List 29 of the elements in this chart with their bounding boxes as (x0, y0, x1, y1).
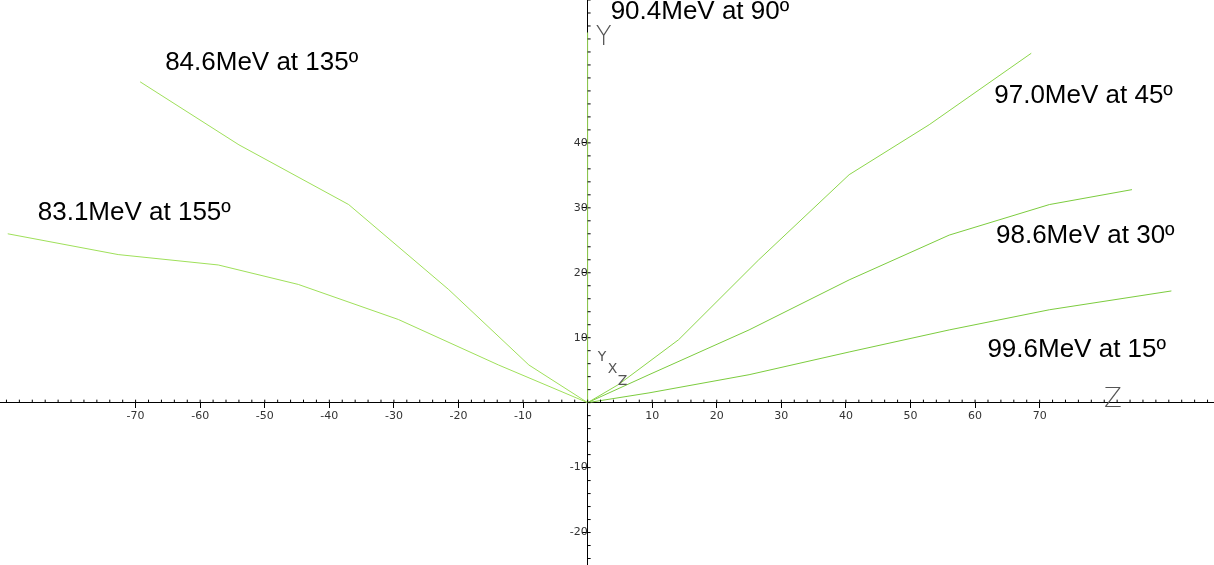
x-tick-label: -10 (514, 409, 533, 423)
y-tick-label: 40 (573, 135, 588, 149)
x-tick-label: 40 (838, 409, 853, 423)
x-tick-label: -70 (126, 409, 145, 423)
x-tick-label: -50 (255, 409, 274, 423)
series-label: 99.6MeV at 15º (987, 332, 1167, 363)
y-tick-label: -10 (569, 460, 588, 474)
x-tick-label: 60 (968, 409, 983, 423)
y-tick-label: 10 (573, 330, 588, 344)
annotation: X (607, 360, 618, 377)
annotation: Y (596, 348, 607, 365)
series-label: 98.6MeV at 30º (995, 218, 1176, 249)
series-label: 90.4MeV at 90º (610, 0, 790, 26)
y-tick-label: 30 (573, 200, 588, 214)
x-tick-label: -20 (449, 409, 468, 423)
x-tick-label: -60 (191, 409, 210, 423)
x-tick-label: 50 (903, 409, 918, 423)
x-tick-label: 70 (1032, 409, 1047, 423)
series-label: 97.0MeV at 45º (994, 79, 1174, 110)
x-tick-label: 10 (645, 409, 660, 423)
x-tick-label: -30 (384, 409, 403, 423)
y-tick-label: -20 (569, 525, 588, 539)
x-tick-label: 30 (774, 409, 789, 423)
y-tick-label: 20 (573, 265, 588, 279)
y-axis-title: Y (595, 20, 612, 51)
series-label: 84.6MeV at 135º (165, 45, 359, 76)
x-tick-label: -40 (320, 409, 339, 423)
x-tick-label: 20 (709, 409, 724, 423)
series-label: 83.1MeV at 155º (37, 195, 232, 226)
